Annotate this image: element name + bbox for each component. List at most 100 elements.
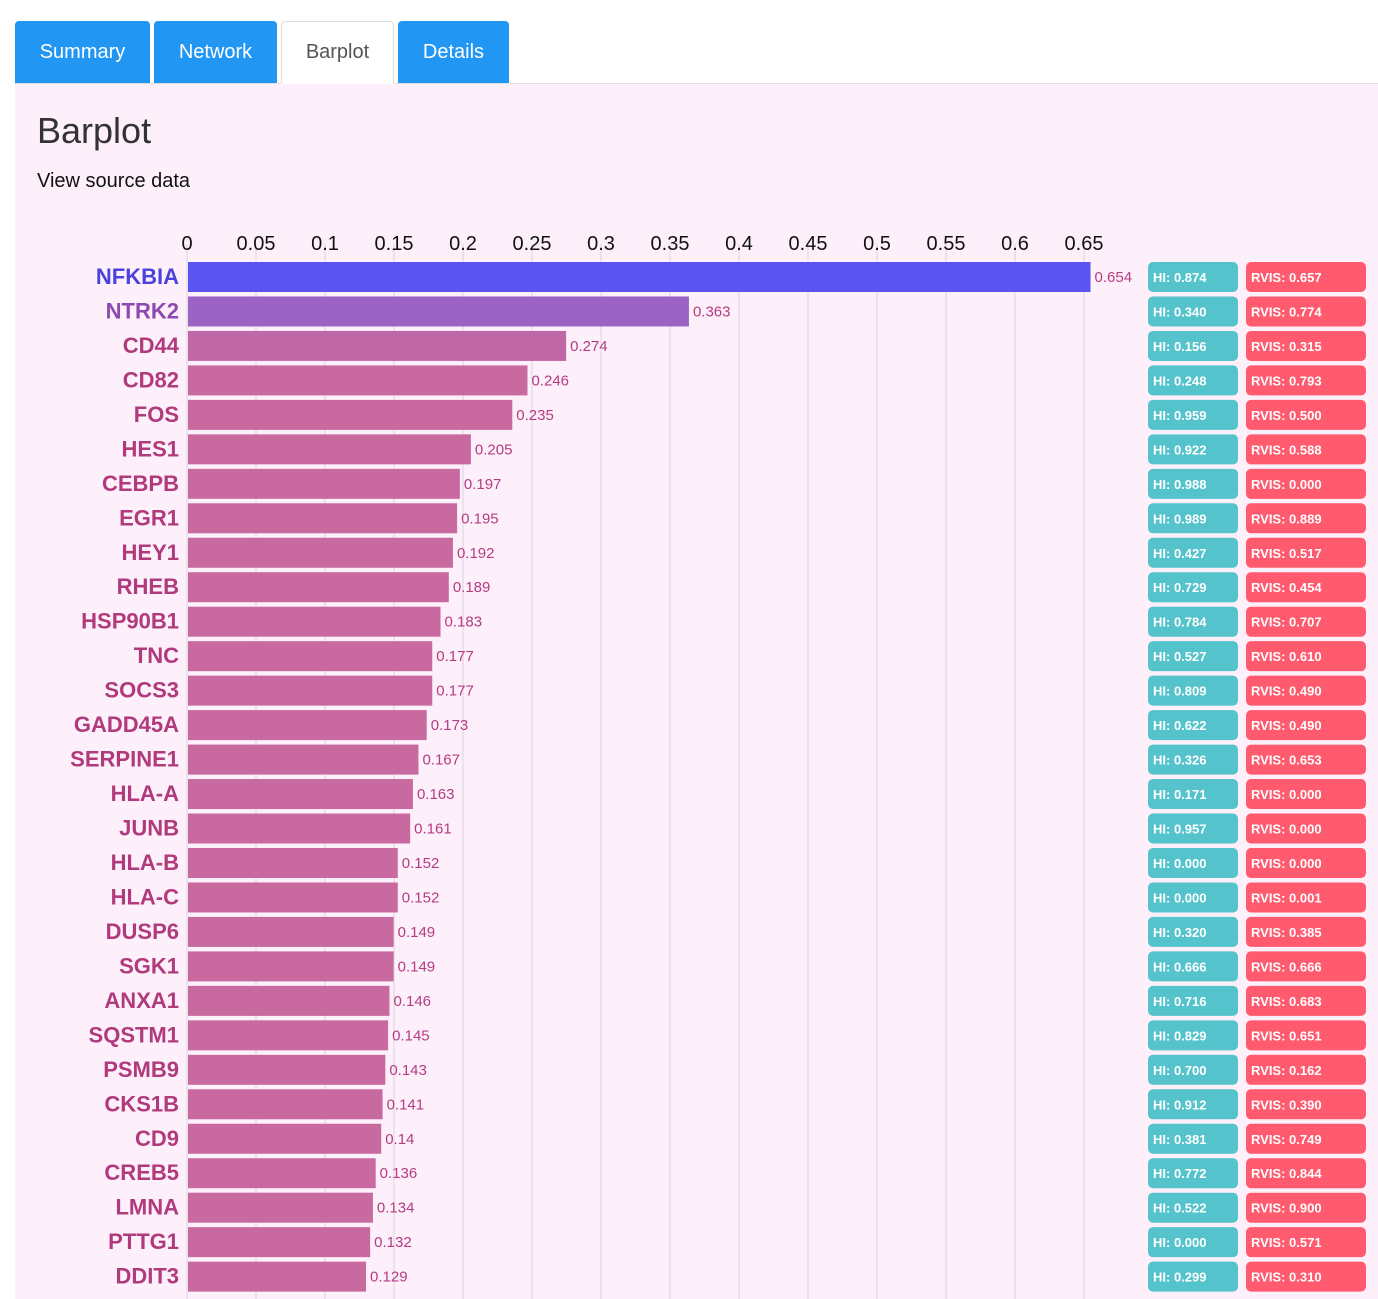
gene-label[interactable]: SERPINE1 (70, 747, 179, 772)
gene-label[interactable]: NFKBIA (96, 264, 179, 289)
hi-badge-text: HI: 0.716 (1153, 994, 1206, 1009)
bar[interactable] (188, 1020, 389, 1051)
hi-badge-text: HI: 0.957 (1153, 822, 1206, 837)
bar[interactable] (188, 641, 433, 672)
bar[interactable] (188, 1054, 386, 1085)
gene-label[interactable]: DUSP6 (106, 919, 179, 944)
bar[interactable] (188, 262, 1091, 292)
tab-network[interactable]: Network (154, 21, 277, 83)
tab-barplot[interactable]: Barplot (281, 21, 394, 84)
bar[interactable] (188, 1123, 382, 1154)
gene-label[interactable]: TNC (134, 643, 179, 668)
hi-badge (1148, 296, 1238, 327)
bar[interactable] (188, 503, 458, 534)
bar-row: RHEB 0.189 HI: 0.729 RVIS: 0.454 (117, 572, 1366, 603)
gene-label[interactable]: ANXA1 (104, 988, 179, 1013)
gene-label[interactable]: HLA-A (111, 781, 180, 806)
hi-badge-text: HI: 0.000 (1153, 1235, 1206, 1250)
gene-label[interactable]: PTTG1 (108, 1229, 179, 1254)
gene-label[interactable]: SGK1 (119, 953, 179, 978)
bar-row: SGK1 0.149 HI: 0.666 RVIS: 0.666 (119, 951, 1366, 982)
rvis-badge-text: RVIS: 0.385 (1251, 925, 1322, 940)
bar[interactable] (188, 951, 394, 982)
x-tick-label: 0.65 (1065, 233, 1104, 255)
rvis-badge (1246, 1020, 1366, 1051)
bar[interactable] (188, 985, 390, 1016)
hi-badge-text: HI: 0.666 (1153, 959, 1206, 974)
gene-label[interactable]: CKS1B (104, 1091, 179, 1116)
gene-label[interactable]: HSP90B1 (81, 609, 179, 634)
value-label: 0.141 (387, 1096, 425, 1113)
gene-label[interactable]: PSMB9 (103, 1057, 179, 1082)
bar[interactable] (188, 572, 449, 603)
bar[interactable] (188, 1227, 371, 1258)
bar[interactable] (188, 882, 398, 913)
bar[interactable] (188, 1192, 373, 1223)
gene-label[interactable]: CD82 (123, 367, 179, 392)
bar[interactable] (188, 779, 413, 810)
bar[interactable] (188, 1158, 376, 1189)
hi-badge (1148, 399, 1238, 430)
x-tick-label: 0 (181, 233, 192, 255)
bar[interactable] (188, 1261, 367, 1292)
hi-badge (1148, 675, 1238, 706)
rvis-badge (1246, 985, 1366, 1016)
bar[interactable] (188, 537, 453, 568)
gene-label[interactable]: FOS (134, 402, 179, 427)
gene-label[interactable]: HES1 (122, 436, 179, 461)
bar[interactable] (188, 675, 433, 706)
gene-label[interactable]: HEY1 (122, 540, 179, 565)
bar[interactable] (188, 468, 460, 499)
gene-label[interactable]: RHEB (117, 574, 179, 599)
hi-badge (1148, 985, 1238, 1016)
hi-badge-text: HI: 0.000 (1153, 856, 1206, 871)
rvis-badge-text: RVIS: 0.571 (1251, 1235, 1322, 1250)
bar[interactable] (188, 399, 513, 430)
hi-badge (1148, 641, 1238, 672)
hi-badge (1148, 1054, 1238, 1085)
bar-row: HLA-A 0.163 HI: 0.171 RVIS: 0.000 (111, 779, 1366, 810)
gene-label[interactable]: SOCS3 (104, 678, 179, 703)
rvis-badge-text: RVIS: 0.610 (1251, 649, 1322, 664)
bar[interactable] (188, 365, 528, 396)
gene-label[interactable]: LMNA (115, 1195, 179, 1220)
hi-badge-text: HI: 0.299 (1153, 1270, 1206, 1285)
gene-label[interactable]: CD44 (123, 333, 180, 358)
bar[interactable] (188, 1089, 383, 1120)
bar-row: SOCS3 0.177 HI: 0.809 RVIS: 0.490 (104, 675, 1366, 706)
tab-summary[interactable]: Summary (15, 21, 150, 83)
hi-badge (1148, 951, 1238, 982)
value-label: 0.163 (417, 786, 455, 803)
bar[interactable] (188, 330, 567, 361)
bar[interactable] (188, 744, 419, 775)
hi-badge-text: HI: 0.989 (1153, 511, 1206, 526)
hi-badge (1148, 365, 1238, 396)
bar[interactable] (188, 710, 427, 741)
bar[interactable] (188, 916, 394, 947)
gene-label[interactable]: DDIT3 (115, 1264, 179, 1289)
value-label: 0.146 (393, 993, 431, 1010)
gene-label[interactable]: GADD45A (74, 712, 179, 737)
bar[interactable] (188, 296, 689, 327)
hi-badge-text: HI: 0.809 (1153, 684, 1206, 699)
gene-label[interactable]: CEBPB (102, 471, 179, 496)
hi-badge (1148, 916, 1238, 947)
hi-badge (1148, 744, 1238, 775)
bar[interactable] (188, 813, 411, 844)
gene-label[interactable]: HLA-C (111, 884, 180, 909)
tab-details[interactable]: Details (398, 21, 509, 83)
gene-label[interactable]: SQSTM1 (89, 1022, 179, 1047)
bar[interactable] (188, 606, 441, 637)
gene-label[interactable]: CREB5 (104, 1160, 179, 1185)
value-label: 0.149 (398, 958, 436, 975)
gene-label[interactable]: CD9 (135, 1126, 179, 1151)
hi-badge (1148, 813, 1238, 844)
view-source-link[interactable]: View source data (37, 170, 191, 192)
bar[interactable] (188, 847, 398, 878)
gene-label[interactable]: NTRK2 (106, 298, 179, 323)
gene-label[interactable]: HLA-B (111, 850, 179, 875)
bar[interactable] (188, 434, 471, 465)
hi-badge (1148, 330, 1238, 361)
gene-label[interactable]: EGR1 (119, 505, 179, 530)
gene-label[interactable]: JUNB (119, 816, 179, 841)
